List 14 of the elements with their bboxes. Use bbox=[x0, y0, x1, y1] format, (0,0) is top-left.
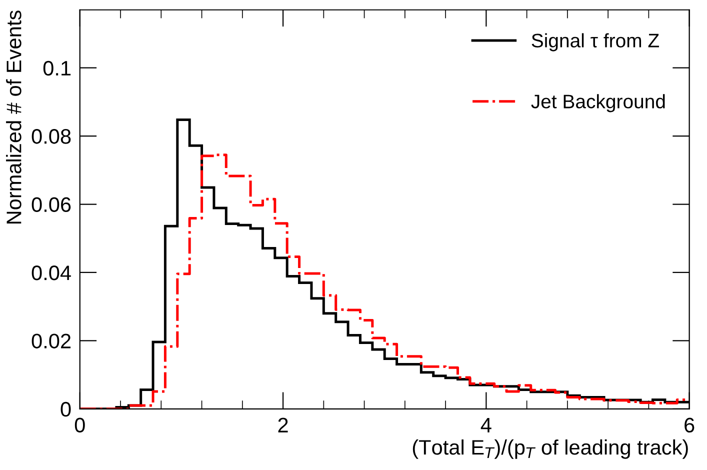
x-tick-label: 4 bbox=[480, 418, 492, 432]
y-axis-title: Normalized # of Events bbox=[6, 10, 22, 224]
y-tick-label: 0 bbox=[60, 402, 71, 417]
legend-label: Signal τ from Z bbox=[532, 33, 659, 52]
y-tick-label: 0.02 bbox=[32, 334, 71, 348]
y-tick-label: 0.1 bbox=[43, 60, 71, 76]
y-tick-label: 0.08 bbox=[32, 129, 71, 144]
y-tick-label: 0.06 bbox=[32, 197, 71, 212]
x-tick-label: 6 bbox=[684, 418, 694, 433]
y-tick-label: 0.04 bbox=[32, 265, 71, 280]
x-tick-label: 2 bbox=[278, 418, 288, 432]
x-tick-label: 0 bbox=[74, 418, 85, 433]
x-axis-title: (Total E$_{T}$)/(p$_{T}$ of leading track) bbox=[412, 439, 688, 459]
legend-label: Jet Background bbox=[531, 94, 665, 112]
